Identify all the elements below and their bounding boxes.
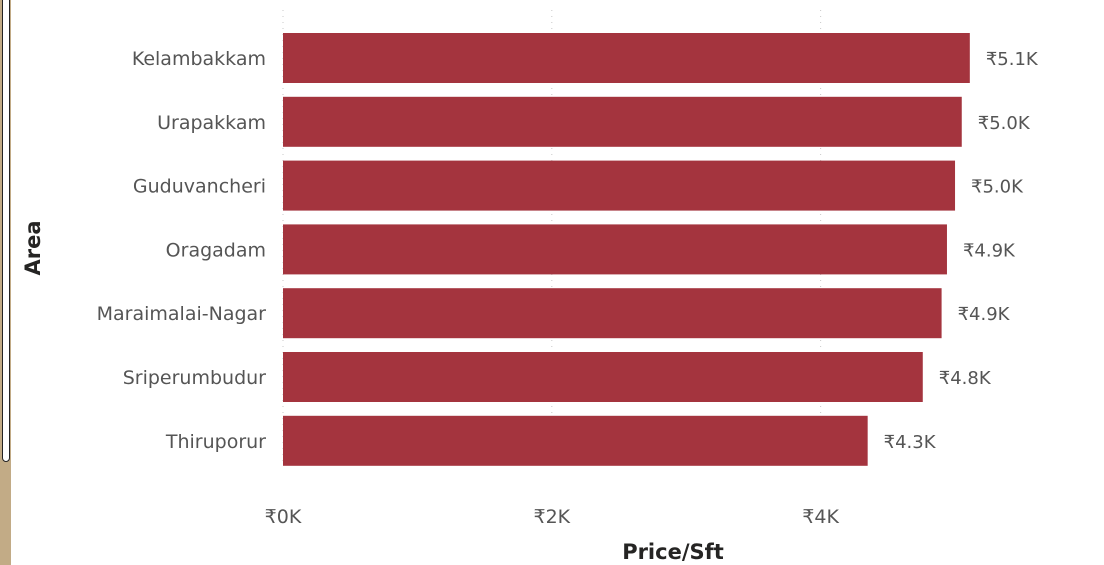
bar[interactable]: [283, 415, 868, 466]
x-tick-label: ₹0K: [265, 506, 302, 528]
data-label: ₹4.9K: [958, 304, 1011, 325]
category-label: Sriperumbudur: [123, 367, 266, 389]
bar[interactable]: [283, 33, 970, 83]
bar[interactable]: [283, 288, 942, 339]
category-label: Urapakkam: [157, 112, 266, 134]
category-label: Guduvancheri: [133, 176, 266, 198]
bar[interactable]: [283, 224, 947, 275]
category-label: Oragadam: [166, 239, 266, 261]
data-label: ₹5.0K: [971, 177, 1024, 198]
data-label: ₹4.9K: [963, 240, 1016, 261]
data-label: ₹4.3K: [884, 432, 937, 453]
bar[interactable]: [283, 352, 923, 402]
x-tick-label: ₹2K: [533, 506, 570, 528]
bars: [283, 33, 970, 466]
data-label: ₹5.0K: [978, 113, 1031, 134]
category-label: Thiruporur: [165, 431, 266, 453]
data-label: ₹4.8K: [939, 368, 992, 389]
left-panel-border: [2, 0, 10, 462]
bar[interactable]: [283, 160, 956, 211]
labels: ₹0K ₹2K ₹4K Kelambakkam ₹5.1K Urapakkam ₹5.0K G…: [97, 48, 1039, 528]
x-tick-label: ₹4K: [802, 506, 839, 528]
category-label: Kelambakkam: [132, 48, 266, 70]
category-label: Maraimalai-Nagar: [97, 303, 267, 325]
x-axis-title: Price/Sft: [622, 540, 724, 564]
y-axis-title: Area: [21, 220, 45, 275]
data-label: ₹5.1K: [986, 49, 1039, 70]
bar[interactable]: [283, 96, 962, 147]
